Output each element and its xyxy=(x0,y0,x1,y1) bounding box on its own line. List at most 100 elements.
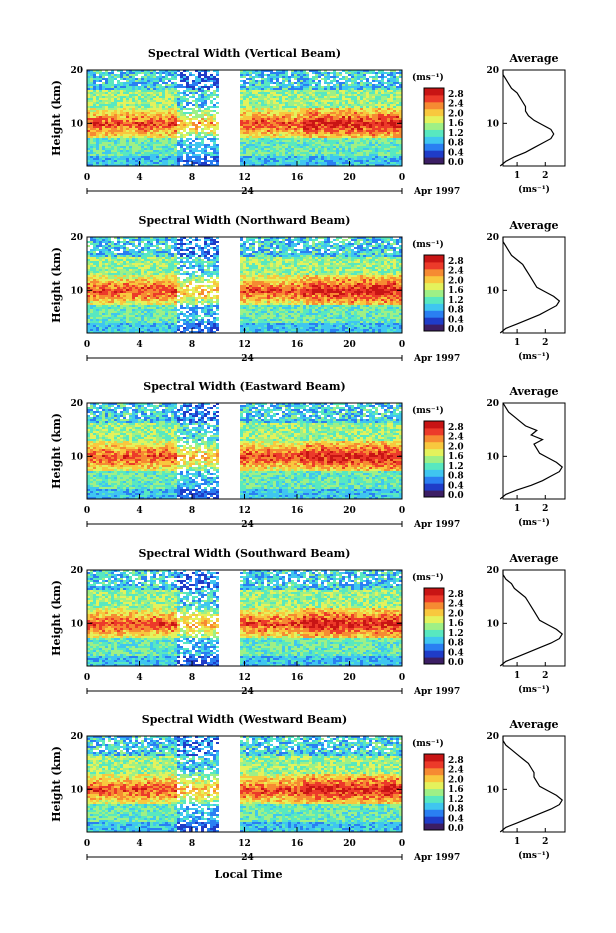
heatmap-cell xyxy=(324,74,327,76)
heatmap-cell xyxy=(195,118,198,120)
heatmap-cell xyxy=(195,138,198,140)
heatmap-cell xyxy=(93,86,96,88)
heatmap-cell xyxy=(366,80,369,82)
heatmap-cell xyxy=(189,102,192,104)
heatmap-cell xyxy=(93,110,96,112)
heatmap-cell xyxy=(93,251,96,253)
heatmap-cell xyxy=(291,108,294,110)
heatmap-cell xyxy=(159,118,162,120)
heatmap-cell xyxy=(300,144,303,146)
heatmap-cell xyxy=(246,74,249,76)
heatmap-cell xyxy=(195,104,198,106)
heatmap-cell xyxy=(390,118,393,120)
heatmap-cell xyxy=(294,124,297,126)
heatmap-cell xyxy=(306,130,309,132)
heatmap-cell xyxy=(213,94,216,96)
heatmap-cell xyxy=(288,132,291,134)
heatmap-cell xyxy=(114,146,117,148)
heatmap-cell xyxy=(372,88,375,90)
heatmap-cell xyxy=(141,160,144,162)
heatmap-cell xyxy=(120,245,123,247)
heatmap-cell xyxy=(300,126,303,128)
heatmap-cell xyxy=(192,132,195,134)
heatmap-cell xyxy=(387,102,390,104)
heatmap-cell xyxy=(126,108,129,110)
heatmap-cell xyxy=(285,72,288,74)
heatmap-cell xyxy=(291,146,294,148)
heatmap-cell xyxy=(96,140,99,142)
heatmap-cell xyxy=(369,136,372,138)
heatmap-cell xyxy=(258,132,261,134)
heatmap-cell xyxy=(240,134,243,136)
heatmap-cell xyxy=(90,251,93,253)
heatmap-cell xyxy=(276,140,279,142)
heatmap-cell xyxy=(321,118,324,120)
colorbar-swatch xyxy=(424,157,444,164)
heatmap-cell xyxy=(357,160,360,162)
heatmap-cell xyxy=(186,80,189,82)
heatmap-cell xyxy=(258,122,261,124)
heatmap-cell xyxy=(354,106,357,108)
heatmap-cell xyxy=(117,140,120,142)
heatmap-cell xyxy=(210,84,213,86)
heatmap-cell xyxy=(201,144,204,146)
heatmap-cell xyxy=(132,76,135,78)
heatmap-cell xyxy=(348,156,351,158)
heatmap-cell xyxy=(366,122,369,124)
heatmap-cell xyxy=(294,96,297,98)
heatmap-cell xyxy=(114,108,117,110)
heatmap-cell xyxy=(378,158,381,160)
heatmap-cell xyxy=(381,150,384,152)
heatmap-cell xyxy=(330,104,333,106)
heatmap-cell xyxy=(96,160,99,162)
heatmap-cell xyxy=(213,134,216,136)
heatmap-cell xyxy=(138,152,141,154)
heatmap-cell xyxy=(180,108,183,110)
heatmap-cell xyxy=(126,156,129,158)
heatmap-cell xyxy=(177,156,180,158)
heatmap-cell xyxy=(342,118,345,120)
heatmap-cell xyxy=(114,112,117,114)
heatmap-cell xyxy=(105,118,108,120)
heatmap-cell xyxy=(159,88,162,90)
heatmap-cell xyxy=(198,88,201,90)
heatmap-cell xyxy=(297,96,300,98)
heatmap-cell xyxy=(108,299,111,301)
heatmap-cell xyxy=(153,130,156,132)
heatmap-cell xyxy=(387,100,390,102)
heatmap-cell xyxy=(168,122,171,124)
heatmap-cell xyxy=(333,136,336,138)
heatmap-cell xyxy=(336,112,339,114)
heatmap-cell xyxy=(141,110,144,112)
heatmap-cell xyxy=(306,98,309,100)
heatmap-cell xyxy=(93,239,96,241)
heatmap-cell xyxy=(183,100,186,102)
heatmap-cell xyxy=(111,124,114,126)
heatmap-cell xyxy=(360,114,363,116)
heatmap-cell xyxy=(375,90,378,92)
heatmap-cell xyxy=(120,144,123,146)
heatmap-cell xyxy=(117,283,120,285)
heatmap-cell xyxy=(126,158,129,160)
heatmap-cell xyxy=(321,94,324,96)
heatmap-cell xyxy=(390,74,393,76)
heatmap-cell xyxy=(312,162,315,164)
heatmap-cell xyxy=(270,102,273,104)
heatmap-cell xyxy=(90,118,93,120)
heatmap-cell xyxy=(306,88,309,90)
heatmap-cell xyxy=(150,88,153,90)
heatmap-cell xyxy=(114,315,117,317)
heatmap-cell xyxy=(396,148,399,150)
heatmap-cell xyxy=(174,146,177,148)
heatmap-cell xyxy=(282,162,285,164)
heatmap-cell xyxy=(153,98,156,100)
heatmap-cell xyxy=(198,156,201,158)
heatmap-cell xyxy=(324,156,327,158)
heatmap-cell xyxy=(240,126,243,128)
heatmap-cell xyxy=(156,132,159,134)
heatmap-cell xyxy=(150,78,153,80)
heatmap-cell xyxy=(252,100,255,102)
heatmap-cell xyxy=(375,112,378,114)
heatmap-cell xyxy=(285,156,288,158)
heatmap-cell xyxy=(123,102,126,104)
